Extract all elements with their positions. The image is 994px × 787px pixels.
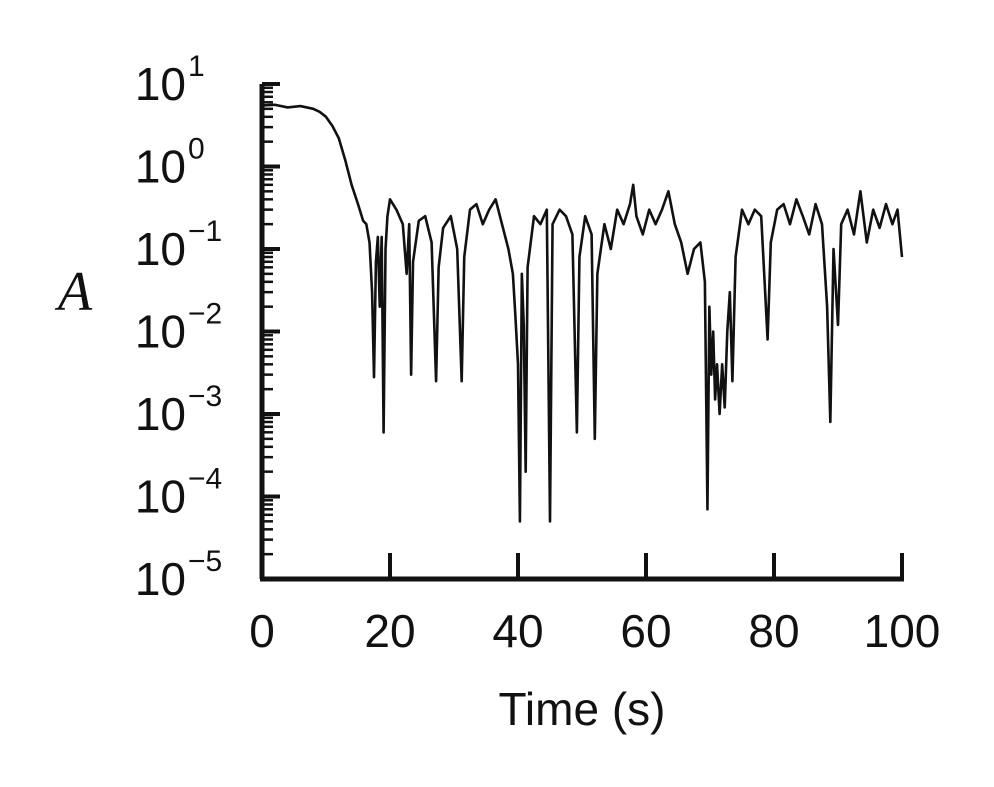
x-tick-label: 80	[748, 605, 799, 657]
x-tick-label: 20	[364, 605, 415, 657]
y-tick-label: 10	[135, 388, 186, 440]
y-tick-label: 10	[135, 223, 186, 275]
axes	[259, 84, 904, 582]
x-tick-label: 100	[864, 605, 941, 657]
x-axis-title: Time (s)	[499, 683, 666, 735]
y-tick-exponent: −5	[188, 545, 222, 578]
y-tick-exponent: −1	[188, 215, 222, 248]
series	[261, 103, 904, 523]
y-tick-label: 10	[135, 141, 186, 193]
x-tick-label: 40	[492, 605, 543, 657]
ticks	[260, 82, 904, 581]
y-tick-exponent: 0	[188, 133, 205, 166]
y-tick-exponent: −2	[188, 298, 222, 331]
y-tick-label: 10	[135, 58, 186, 110]
y-axis-title: A	[54, 261, 93, 323]
y-tick-exponent: 1	[188, 50, 205, 83]
y-tick-label: 10	[135, 553, 186, 605]
y-tick-label: 10	[135, 471, 186, 523]
x-tick-label: 0	[249, 605, 275, 657]
y-tick-exponent: −3	[188, 380, 222, 413]
y-tick-exponent: −4	[188, 463, 222, 496]
y-tick-label: 10	[135, 306, 186, 358]
x-tick-label: 60	[620, 605, 671, 657]
series-line	[261, 103, 904, 523]
